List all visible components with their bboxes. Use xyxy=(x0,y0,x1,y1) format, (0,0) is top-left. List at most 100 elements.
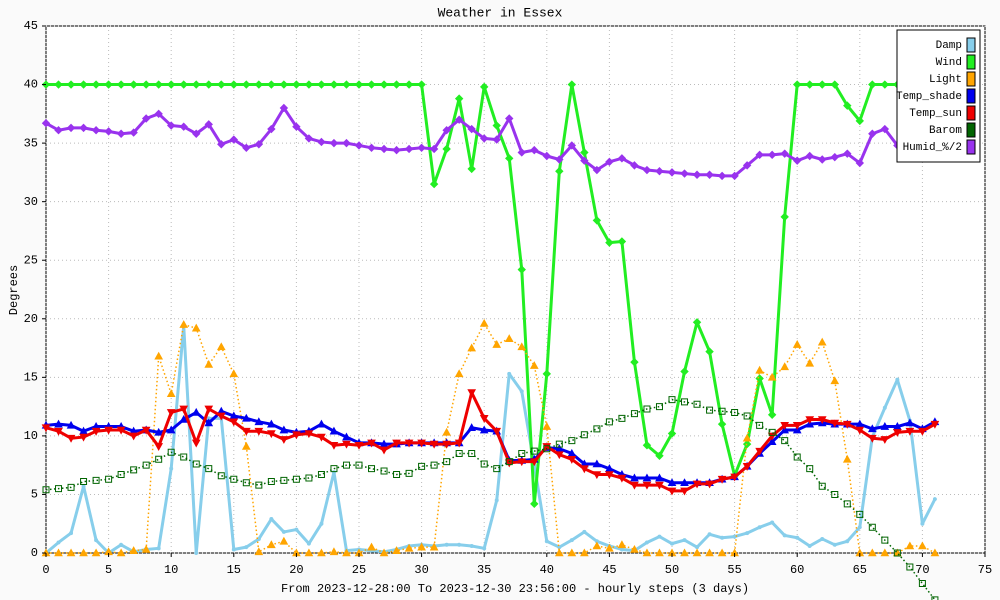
series-marker xyxy=(192,129,201,138)
series-marker xyxy=(442,427,451,436)
series-marker xyxy=(630,544,639,553)
series-marker xyxy=(805,151,814,161)
series-marker xyxy=(166,389,176,398)
series-marker xyxy=(205,465,213,473)
series-marker xyxy=(116,548,126,557)
series-marker xyxy=(881,536,889,544)
series-marker xyxy=(792,340,802,348)
series-marker xyxy=(330,465,338,473)
series-marker xyxy=(755,447,764,456)
series-marker xyxy=(617,540,627,549)
series-marker xyxy=(630,473,639,482)
series-marker xyxy=(518,449,526,457)
series-marker xyxy=(306,541,311,546)
series-marker xyxy=(830,80,839,89)
series-marker xyxy=(191,439,201,448)
series-marker xyxy=(792,80,802,89)
series-marker xyxy=(231,547,236,552)
series-marker xyxy=(129,546,138,554)
series-marker xyxy=(932,497,937,502)
series-marker xyxy=(292,122,301,131)
series-marker xyxy=(667,429,677,438)
series-marker xyxy=(492,121,501,130)
series-marker xyxy=(454,115,464,124)
series-marker xyxy=(630,161,639,170)
series-marker xyxy=(319,521,324,526)
series-marker xyxy=(417,439,426,448)
series-marker xyxy=(567,548,577,557)
series-marker xyxy=(832,542,837,547)
series-marker xyxy=(67,483,75,491)
series-marker xyxy=(880,548,890,557)
series-marker xyxy=(455,449,463,457)
series-marker xyxy=(817,416,827,425)
series-marker xyxy=(705,170,714,179)
series-marker xyxy=(179,320,189,328)
series-marker xyxy=(279,425,289,434)
series-marker xyxy=(642,473,652,482)
series-marker xyxy=(241,413,251,422)
series-marker xyxy=(530,145,539,155)
series-marker xyxy=(294,527,299,532)
series-marker xyxy=(743,412,751,420)
series-marker xyxy=(467,124,476,134)
series-marker xyxy=(367,80,376,89)
series-marker xyxy=(417,143,426,153)
series-marker xyxy=(457,542,462,547)
series-marker xyxy=(479,82,489,92)
series-marker xyxy=(154,443,164,451)
series-marker xyxy=(767,150,777,160)
series-marker xyxy=(680,548,689,557)
x-tick-label: 75 xyxy=(978,563,992,577)
series-marker xyxy=(504,459,514,468)
series-marker xyxy=(880,124,890,134)
series-marker xyxy=(505,154,514,163)
series-marker xyxy=(918,541,927,550)
series-marker xyxy=(893,429,902,437)
series-marker xyxy=(417,542,426,551)
series-marker xyxy=(918,427,927,436)
series-marker xyxy=(479,415,489,423)
legend-label: Light xyxy=(929,74,962,86)
series-marker xyxy=(580,465,589,474)
legend: Damp Wind Light Temp_shade Temp_sun Barom Humi… xyxy=(896,29,981,163)
series-marker xyxy=(91,126,101,135)
series-marker xyxy=(405,469,413,477)
series-marker xyxy=(442,440,451,449)
series-marker xyxy=(792,422,802,430)
series-marker xyxy=(404,439,414,448)
series-marker xyxy=(354,441,364,450)
legend-label: Temp_sun xyxy=(909,108,962,120)
series-marker xyxy=(404,543,414,552)
series-marker xyxy=(580,156,589,165)
series-marker xyxy=(379,548,389,557)
series-marker xyxy=(554,451,564,460)
series-marker xyxy=(782,533,787,538)
series-marker xyxy=(855,158,865,168)
series-marker xyxy=(555,155,564,164)
series-marker xyxy=(191,323,201,332)
series-marker xyxy=(780,149,789,158)
series-marker xyxy=(467,423,477,431)
series-marker xyxy=(605,543,614,552)
series-marker xyxy=(720,535,725,540)
legend-swatch xyxy=(966,122,976,138)
series-marker xyxy=(192,460,200,468)
series-marker xyxy=(166,409,176,417)
series-marker xyxy=(469,544,474,548)
series-marker xyxy=(805,416,815,425)
series-marker xyxy=(267,419,276,428)
y-axis-label: Degrees xyxy=(7,265,21,315)
series-marker xyxy=(429,542,439,551)
series-marker xyxy=(55,485,63,493)
legend-swatch xyxy=(966,88,976,104)
series-marker xyxy=(868,523,876,531)
series-marker xyxy=(142,461,150,469)
series-marker xyxy=(116,426,126,435)
series-marker xyxy=(169,466,174,471)
series-marker xyxy=(920,521,925,526)
series-marker xyxy=(830,376,840,385)
series-marker xyxy=(529,458,539,467)
series-marker xyxy=(868,129,877,138)
series-marker xyxy=(206,416,211,421)
